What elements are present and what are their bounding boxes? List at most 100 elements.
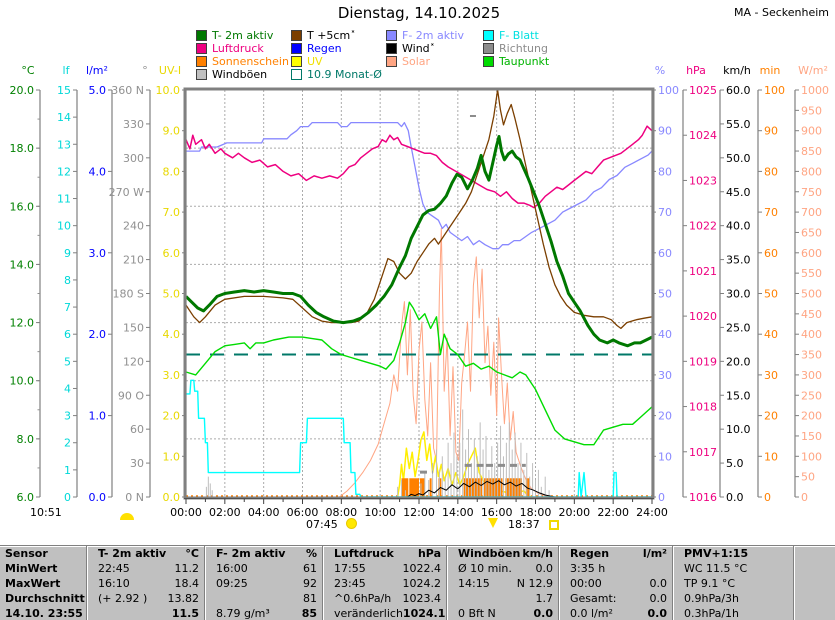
time-label: 20:00 bbox=[558, 506, 590, 519]
stat-cell: F- 2m aktiv bbox=[216, 547, 286, 560]
axis-unit-label: min bbox=[760, 64, 781, 77]
axis-unit-label: W/m² bbox=[798, 64, 828, 77]
axis-tick-label: 50 bbox=[658, 288, 672, 301]
axis-tick-label: 16.0 bbox=[10, 200, 35, 213]
legend-item-luftdruck: Luftdruck bbox=[196, 41, 264, 55]
sunset-icon bbox=[549, 520, 559, 530]
axis-tick-label: 450 bbox=[801, 308, 822, 321]
row-label: MaxWert bbox=[5, 577, 61, 590]
stat-value: 18.4 bbox=[174, 577, 200, 590]
time-label: 08:00 bbox=[325, 506, 357, 519]
stat-value: 11.5 bbox=[171, 607, 199, 620]
stat-cell bbox=[92, 606, 98, 620]
axis-unit-label: % bbox=[655, 64, 665, 77]
axis-tick-label: 5.0 bbox=[163, 288, 181, 301]
time-label: 06:00 bbox=[287, 506, 319, 519]
axis-tick-label: 1 bbox=[64, 464, 71, 477]
axis-tick-label: 60.0 bbox=[726, 84, 751, 97]
axis-tick-label: 80 bbox=[764, 165, 778, 178]
luftdruck-swatch-icon bbox=[196, 42, 207, 54]
axis-tick-label: 1000 bbox=[801, 84, 829, 97]
sensor-label-column: Sensor MinWert MaxWert Durchschnitt 14.10. 2… bbox=[0, 546, 86, 620]
richtung-swatch-icon bbox=[483, 42, 494, 54]
table-row: 14:15 N 12.9 bbox=[447, 576, 558, 591]
stat-value: 1022.4 bbox=[402, 562, 442, 575]
axis-tick-label: 800 bbox=[801, 165, 822, 178]
table-row: 81 bbox=[205, 591, 322, 606]
axis-tick-label: 850 bbox=[801, 145, 822, 158]
stat-value: 0.0 bbox=[535, 562, 554, 575]
table-spacer bbox=[793, 546, 834, 620]
axis-tick-label: 300 bbox=[123, 152, 144, 165]
axis-tick-label: 90 O bbox=[118, 389, 144, 402]
table-row: 17:55 1022.4 bbox=[323, 561, 446, 576]
legend-item-wind: Wind˟ bbox=[386, 42, 435, 55]
stat-column-2: Luftdruck hPa 17:55 1022.4 23:45 1024.2 ^0.6hP… bbox=[322, 546, 446, 620]
axis-tick-label: 3 bbox=[64, 410, 71, 423]
time-label: 12:00 bbox=[403, 506, 435, 519]
axis-tick-label: 0 N bbox=[125, 491, 144, 504]
legend-label: UV bbox=[307, 54, 323, 68]
axis-tick-label: 1019 bbox=[689, 355, 717, 368]
axis-tick-label: 60 bbox=[658, 247, 672, 260]
table-row: Gesamt: 0.0 bbox=[559, 591, 672, 606]
table-row: 0.0 l/m² 0.0 bbox=[559, 606, 672, 620]
fblatt-swatch-icon bbox=[483, 29, 494, 41]
axis-tick-label: 210 bbox=[123, 254, 144, 267]
table-row: Windböen km/h bbox=[447, 546, 558, 561]
axis-tick-label: 7.0 bbox=[163, 206, 181, 219]
axis-tick-label: 2.0 bbox=[89, 328, 107, 341]
uv-swatch-icon bbox=[291, 55, 302, 67]
table-row: ^0.6hPa/h 1023.4 bbox=[323, 591, 446, 606]
axis-tick-label: 18.0 bbox=[10, 142, 35, 155]
series-taupunkt bbox=[185, 301, 653, 446]
time-label: 18:00 bbox=[520, 506, 552, 519]
axis-tick-label: 40.0 bbox=[726, 220, 751, 233]
stat-cell bbox=[210, 591, 216, 606]
t2m-swatch-icon bbox=[196, 29, 207, 41]
axis-tick-label: 45.0 bbox=[726, 186, 751, 199]
time-label: 10:00 bbox=[364, 506, 396, 519]
legend-item-richtung: Richtung bbox=[483, 42, 548, 55]
axis-unit-label: l/m² bbox=[86, 64, 108, 77]
axis-tick-label: 0 bbox=[801, 491, 808, 504]
axis-tick-label: 70 bbox=[658, 206, 672, 219]
axis-tick-label: 1024 bbox=[689, 129, 717, 142]
series-wind bbox=[186, 480, 652, 498]
legend-label: Luftdruck bbox=[212, 41, 264, 55]
table-row: 22:45 11.2 bbox=[87, 561, 204, 576]
axis-tick-label: 90 bbox=[658, 125, 672, 138]
stat-cell: 0.3hPa/1h bbox=[684, 607, 740, 620]
table-row: F- 2m aktiv% bbox=[205, 546, 322, 561]
axis-tick-label: 9.0 bbox=[163, 125, 181, 138]
stat-value: °C bbox=[185, 547, 199, 560]
axis-unit-label: hPa bbox=[686, 64, 706, 77]
legend-label: 10.9 Monat-Ø bbox=[307, 67, 382, 81]
axis-tick-label: 3.0 bbox=[89, 247, 107, 260]
legend-item-monat: 10.9 Monat-Ø bbox=[291, 67, 382, 81]
axis-tick-label: 20 bbox=[764, 410, 778, 423]
wind-swatch-icon bbox=[386, 42, 397, 54]
series-solar bbox=[339, 227, 554, 498]
stat-value: 0.0 bbox=[649, 577, 668, 590]
axis-tick-label: 900 bbox=[801, 125, 822, 138]
axis-tick-label: 12.0 bbox=[10, 317, 35, 330]
stat-cell: WC 11.5 °C bbox=[684, 562, 748, 575]
stat-cell bbox=[452, 591, 458, 606]
sunrise-sun-icon bbox=[347, 519, 356, 528]
series-sonnenschein bbox=[429, 478, 432, 497]
axis-tick-label: 30.0 bbox=[726, 288, 751, 301]
stat-value: 61 bbox=[303, 562, 317, 575]
stat-value: l/m² bbox=[642, 547, 667, 560]
windboeen-swatch-icon bbox=[196, 68, 207, 80]
stat-cell: 0 Bft N bbox=[458, 607, 496, 620]
stat-cell: ^0.6hPa/h bbox=[334, 592, 392, 605]
row-label: Durchschnitt bbox=[5, 592, 85, 605]
axis-tick-label: 300 bbox=[801, 369, 822, 382]
axis-tick-label: 250 bbox=[801, 389, 822, 402]
legend-item-t5cm: T +5cm˟ bbox=[291, 29, 356, 42]
legend-label: F- 2m aktiv bbox=[402, 28, 464, 42]
table-row: 3:35 h bbox=[559, 561, 672, 576]
axis-tick-label: 10.0 bbox=[726, 423, 751, 436]
stat-column-1: F- 2m aktiv% 16:00 61 09:25 92 81 8.79 g/m³ 85 bbox=[204, 546, 322, 620]
